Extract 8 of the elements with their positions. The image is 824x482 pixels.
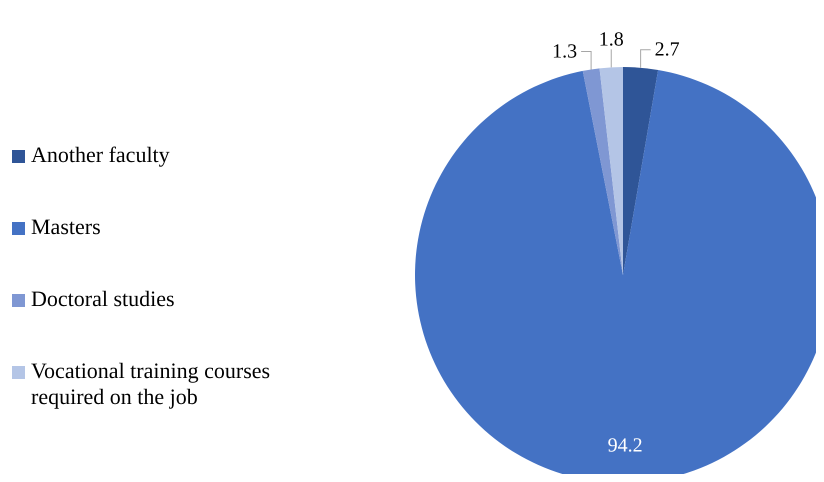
legend-label: Masters	[31, 214, 101, 240]
legend-label: Another faculty	[31, 142, 170, 168]
legend-label: Doctoral studies	[31, 286, 175, 312]
data-label: 94.2	[608, 434, 643, 457]
data-label: 2.7	[654, 38, 680, 61]
data-label: 1.8	[598, 28, 624, 50]
legend-label: Vocational training courses required on the job	[31, 358, 272, 410]
data-label: 1.3	[552, 40, 578, 62]
